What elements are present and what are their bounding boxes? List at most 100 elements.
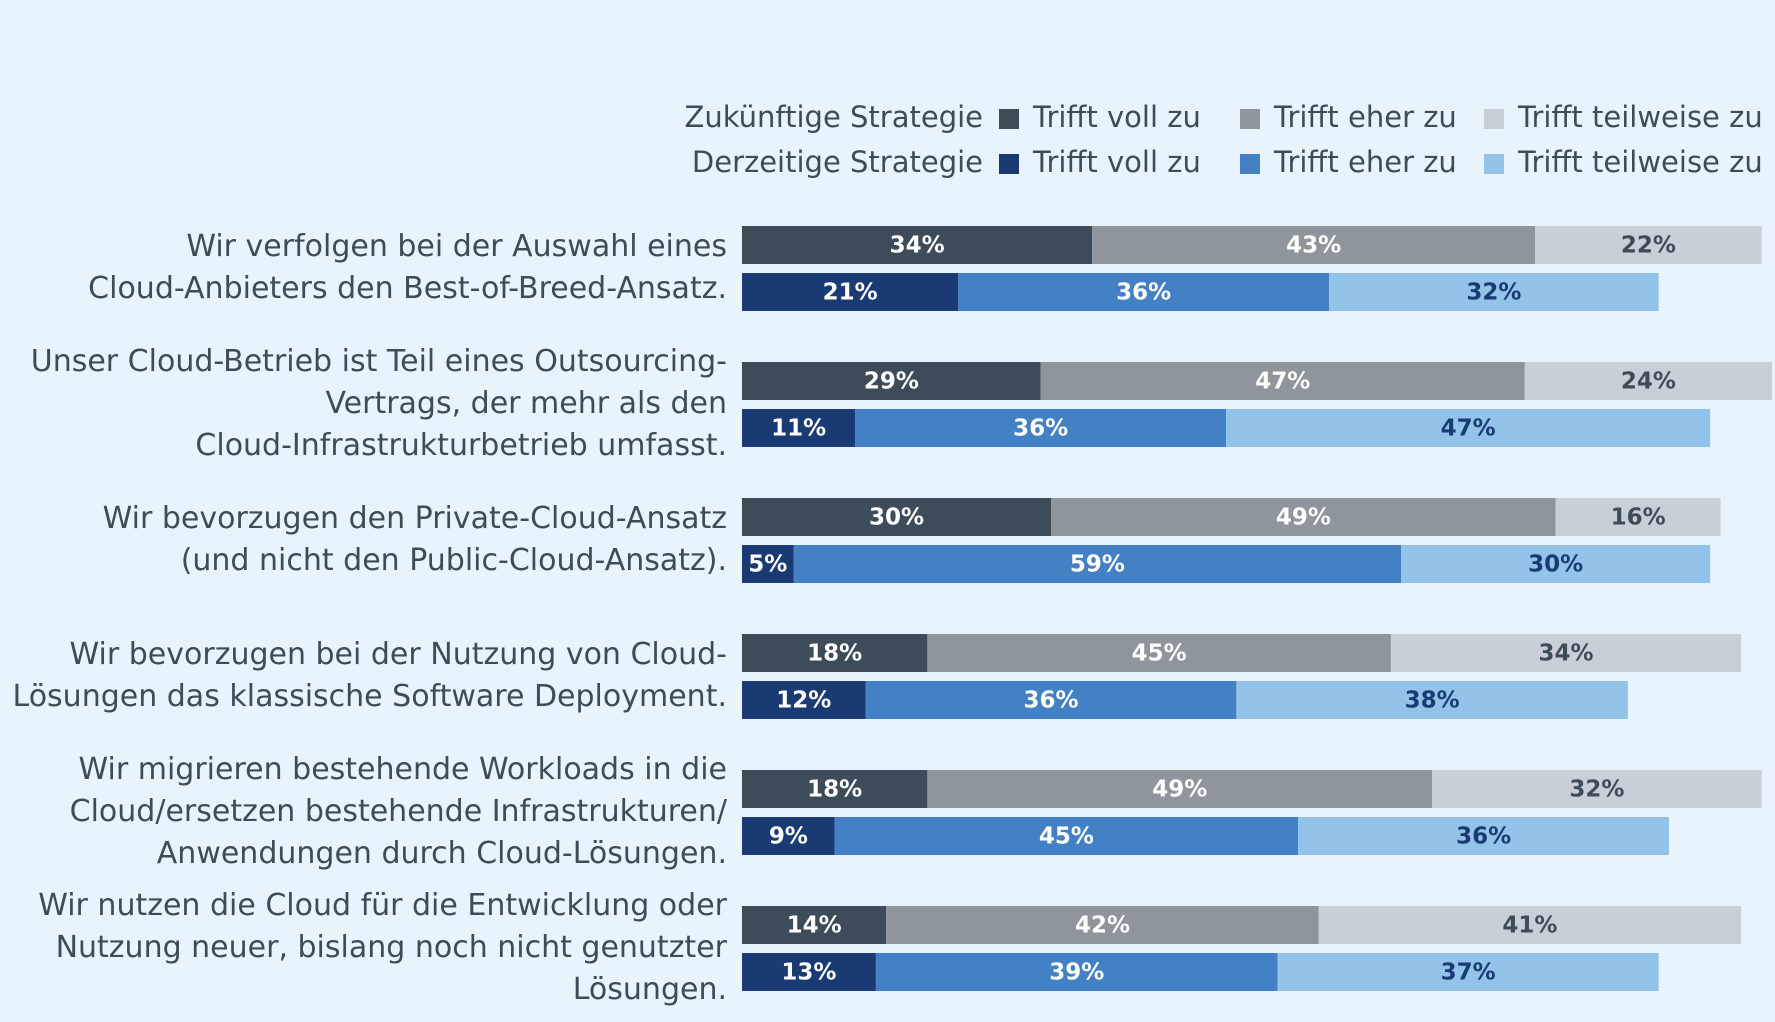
value-label: 11% <box>771 416 826 442</box>
value-label: 18% <box>807 777 862 803</box>
bar-segment <box>855 409 1227 447</box>
category-label: Cloud/ersetzen bestehende Infrastrukture… <box>70 794 728 829</box>
bar-segment <box>1432 770 1762 808</box>
bar-segment <box>793 545 1402 583</box>
bar-segment <box>742 906 887 944</box>
bar-segment <box>742 226 1093 264</box>
legend-label: Trifft voll zu <box>1032 100 1201 134</box>
bar-segment <box>742 409 856 447</box>
value-label: 34% <box>1538 641 1593 667</box>
bar-segment <box>1277 953 1659 991</box>
category-label: Anwendungen durch Cloud-Lösungen. <box>157 836 727 871</box>
value-label: 9% <box>769 824 808 850</box>
value-label: 37% <box>1441 960 1496 986</box>
value-label: 18% <box>807 641 862 667</box>
bar-segment <box>1555 498 1721 536</box>
category-label: Wir bevorzugen bei der Nutzung von Cloud… <box>70 637 727 672</box>
legend-swatch <box>1484 109 1504 129</box>
value-label: 14% <box>787 913 842 939</box>
bar-segment <box>1524 362 1772 400</box>
category-label: Wir bevorzugen den Private-Cloud-Ansatz <box>103 501 727 536</box>
bar-segment <box>875 953 1278 991</box>
category-label: Nutzung neuer, bislang noch nicht genutz… <box>56 930 728 965</box>
bar-segment <box>1401 545 1711 583</box>
value-label: 45% <box>1132 641 1187 667</box>
bar-segment <box>1318 906 1742 944</box>
category-label: (und nicht den Public-Cloud-Ansatz). <box>181 543 727 578</box>
bar-segment <box>1236 681 1628 719</box>
legend-group-label: Zukünftige Strategie <box>685 100 984 134</box>
category-label: Cloud-Infrastrukturbetrieb umfasst. <box>195 428 727 463</box>
bar-segment <box>1051 498 1556 536</box>
bar-segment <box>742 817 835 855</box>
category-label: Lösungen. <box>573 972 727 1007</box>
legend-swatch <box>1240 109 1260 129</box>
value-label: 32% <box>1466 280 1521 306</box>
legend-label: Trifft eher zu <box>1273 145 1457 179</box>
bar-segment <box>1298 817 1669 855</box>
value-label: 34% <box>890 233 945 259</box>
bar-segment <box>742 770 928 808</box>
value-label: 36% <box>1456 824 1511 850</box>
category-label: Wir migrieren bestehende Workloads in di… <box>79 752 727 787</box>
bar-segment <box>742 545 794 583</box>
bar-segment <box>1535 226 1762 264</box>
bar-segment <box>927 634 1391 672</box>
legend-label: Trifft eher zu <box>1273 100 1457 134</box>
value-label: 12% <box>776 688 831 714</box>
bar-segment <box>742 498 1051 536</box>
value-label: 32% <box>1569 777 1624 803</box>
value-label: 13% <box>781 960 836 986</box>
bar-segment <box>1092 226 1536 264</box>
category-label: Lösungen das klassische Software Deploym… <box>13 679 727 714</box>
bar-segment <box>742 362 1041 400</box>
bar-segment <box>927 770 1433 808</box>
legend-swatch <box>999 154 1019 174</box>
category-label: Wir nutzen die Cloud für die Entwicklung… <box>38 888 727 923</box>
bar-segment <box>865 681 1237 719</box>
value-label: 47% <box>1441 416 1496 442</box>
value-label: 16% <box>1611 505 1666 531</box>
value-label: 43% <box>1286 233 1341 259</box>
category-label: Vertrags, der mehr als den <box>325 386 727 421</box>
legend-swatch <box>1484 154 1504 174</box>
bar-segment <box>1040 362 1525 400</box>
value-label: 29% <box>864 369 919 395</box>
legend-label: Trifft teilweise zu <box>1517 145 1763 179</box>
bar-segment <box>1226 409 1711 447</box>
value-label: 49% <box>1152 777 1207 803</box>
value-label: 5% <box>748 552 787 578</box>
value-label: 45% <box>1039 824 1094 850</box>
value-label: 36% <box>1116 280 1171 306</box>
bar-segment <box>742 273 959 311</box>
value-label: 47% <box>1255 369 1310 395</box>
value-label: 36% <box>1013 416 1068 442</box>
value-label: 30% <box>1528 552 1583 578</box>
legend-swatch <box>1240 154 1260 174</box>
bar-segment <box>886 906 1319 944</box>
value-label: 30% <box>869 505 924 531</box>
category-label: Cloud-Anbieters den Best-of-Breed-Ansatz… <box>88 271 727 306</box>
bar-segment <box>1390 634 1742 672</box>
value-label: 41% <box>1502 913 1557 939</box>
value-label: 59% <box>1070 552 1125 578</box>
legend-label: Trifft teilweise zu <box>1517 100 1763 134</box>
legend-label: Trifft voll zu <box>1032 145 1201 179</box>
value-label: 49% <box>1276 505 1331 531</box>
value-label: 42% <box>1075 913 1130 939</box>
value-label: 22% <box>1621 233 1676 259</box>
value-label: 21% <box>823 280 878 306</box>
bar-segment <box>1329 273 1659 311</box>
category-label: Unser Cloud-Betrieb ist Teil eines Outso… <box>31 344 727 379</box>
value-label: 36% <box>1023 688 1078 714</box>
legend-swatch <box>999 109 1019 129</box>
bar-segment <box>742 953 876 991</box>
bar-segment <box>958 273 1330 311</box>
legend-group-label: Derzeitige Strategie <box>692 145 983 179</box>
bar-segment <box>742 681 866 719</box>
value-label: 24% <box>1621 369 1676 395</box>
bar-segment <box>834 817 1299 855</box>
bar-segment <box>742 634 928 672</box>
category-label: Wir verfolgen bei der Auswahl eines <box>186 229 727 264</box>
